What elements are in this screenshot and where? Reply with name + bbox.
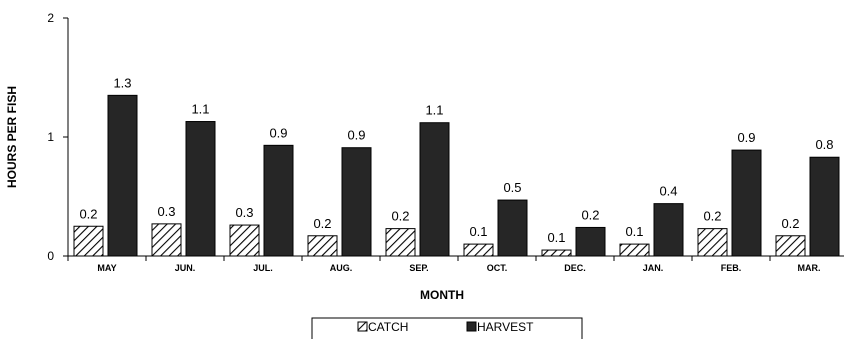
harvest-bar [107,94,138,257]
harvest-bar [731,149,762,257]
catch-data-label: 0.2 [391,209,409,224]
harvest-data-label: 0.9 [269,125,287,140]
catch-data-label: 0.1 [547,230,565,245]
harvest-data-label: 0.5 [503,180,521,195]
harvest-data-label: 0.4 [659,184,677,199]
harvest-bar [653,203,684,257]
catch-bar [775,235,806,257]
harvest-bar [341,147,372,257]
harvest-bar [575,226,606,257]
legend-box [311,317,583,339]
harvest-data-label: 0.2 [581,207,599,222]
catch-data-label: 0.1 [469,224,487,239]
x-tick-label: JAN. [643,263,664,273]
harvest-bar [185,121,216,257]
harvest-data-label: 1.1 [425,103,443,118]
catch-bar [151,223,182,257]
x-tick-label: MAY [97,263,116,273]
harvest-data-label: 1.1 [191,102,209,117]
x-tick-label: AUG. [330,263,353,273]
x-tick-label: OCT. [487,263,508,273]
legend: CATCH HARVEST [311,317,583,339]
catch-data-label: 0.2 [79,206,97,221]
x-tick-group: MAY JUN. JUL. AUG. SEP. OCT. DEC. JAN. FEB. MAR. [67,256,821,273]
harvest-bar [809,156,840,257]
legend-swatch-harvest [466,321,477,332]
harvest-bar [263,144,294,257]
catch-bar [463,243,494,257]
x-tick-label: JUL. [253,263,273,273]
y-tick-label: 0 [47,249,54,263]
catch-bar [619,243,650,257]
y-tick-label: 1 [47,130,54,144]
bar-group [73,94,840,257]
y-axis-title: HOURS PER FISH [5,86,19,188]
catch-data-label: 0.2 [703,209,721,224]
catch-bar [229,224,260,257]
harvest-bar [497,199,528,257]
harvest-data-label: 0.9 [347,128,365,143]
catch-data-label: 0.2 [313,216,331,231]
legend-label-catch: CATCH [368,320,408,334]
chart-axes [67,18,844,257]
x-tick-label: DEC. [564,263,586,273]
legend-swatch-catch [357,321,368,332]
catch-data-label: 0.3 [157,204,175,219]
y-tick-label: 2 [47,11,54,25]
catch-bar [541,249,572,257]
catch-data-label: 0.2 [781,216,799,231]
harvest-data-label: 1.3 [113,75,131,90]
y-tick-group: 0 1 2 [47,11,68,263]
x-tick-label: SEP. [409,263,428,273]
x-tick-label: MAR. [798,263,821,273]
harvest-bar [419,122,450,257]
catch-bar [385,228,416,257]
catch-bar [307,235,338,257]
catch-data-label: 0.3 [235,205,253,220]
harvest-data-label: 0.8 [815,137,833,152]
x-axis-title: MONTH [420,288,464,302]
harvest-data-label: 0.9 [737,130,755,145]
x-tick-label: FEB. [721,263,742,273]
x-tick-label: JUN. [175,263,196,273]
legend-label-harvest: HARVEST [477,320,534,334]
catch-data-label: 0.1 [625,224,643,239]
catch-bar [73,225,104,257]
data-label-group: 0.2 0.3 0.3 0.2 0.2 0.1 0.1 0.1 0.2 0.2 1.3 1.1 0.9 0… [79,75,833,245]
catch-bar [697,228,728,257]
